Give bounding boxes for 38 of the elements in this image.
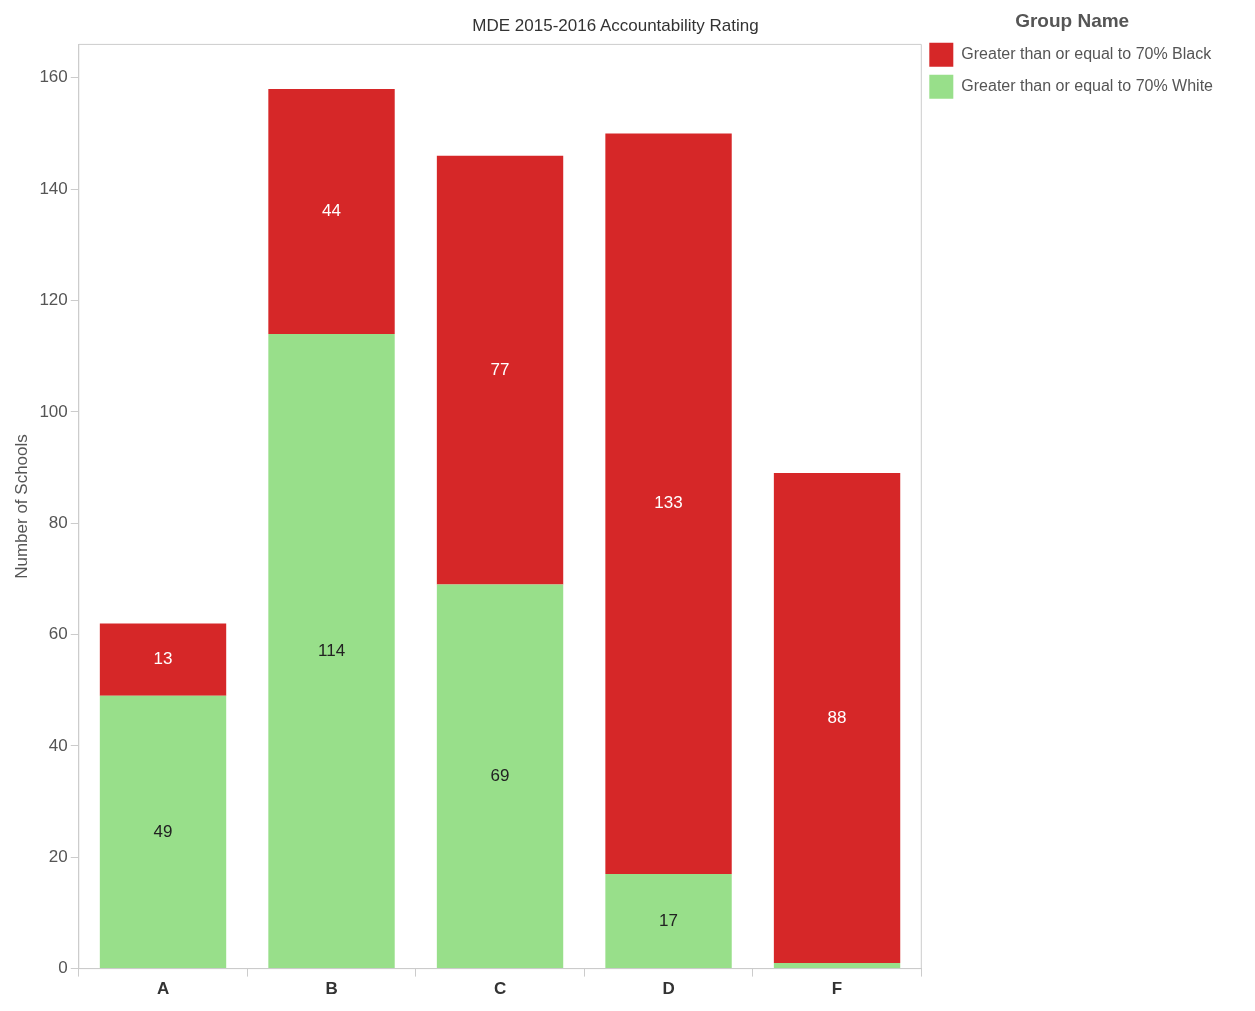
- bar: [773, 473, 901, 964]
- bar: [436, 155, 564, 585]
- data-label: 69: [490, 765, 510, 785]
- bar: [99, 623, 227, 696]
- legend-label: Greater than or equal to 70% White: [961, 77, 1214, 95]
- y-tick-label: 60: [48, 624, 68, 644]
- legend-label: Greater than or equal to 70% Black: [961, 45, 1213, 63]
- x-tick-label: D: [662, 979, 675, 999]
- chart-title: MDE 2015-2016 Accountability Rating: [472, 15, 759, 35]
- y-tick-label: 20: [48, 846, 68, 866]
- bar: [268, 333, 395, 969]
- legend-title: Group Name: [1015, 9, 1130, 31]
- bar: [99, 695, 227, 969]
- y-tick-label: 80: [48, 512, 68, 532]
- y-tick-label: 160: [39, 67, 68, 87]
- bar: [773, 963, 901, 969]
- data-label: 44: [322, 201, 341, 221]
- y-tick-label: 40: [48, 735, 68, 755]
- bar: [436, 584, 564, 969]
- data-label: 88: [827, 707, 847, 727]
- y-tick-label: 120: [39, 290, 68, 310]
- y-tick-label: 0: [58, 958, 68, 978]
- bar: [605, 133, 732, 874]
- x-tick-label: F: [831, 979, 843, 999]
- data-label: 49: [153, 821, 173, 841]
- y-tick-label: 140: [39, 178, 68, 198]
- data-label: 17: [659, 910, 678, 930]
- data-label: 133: [654, 493, 683, 513]
- data-label: 13: [153, 649, 173, 669]
- bar: [268, 88, 395, 334]
- data-label: 77: [490, 359, 510, 379]
- y-tick-label: 100: [39, 401, 68, 421]
- x-tick-label: B: [325, 979, 338, 999]
- data-label: 114: [317, 640, 346, 660]
- y-axis-title: Number of Schools: [11, 434, 31, 579]
- x-tick-label: A: [156, 979, 170, 999]
- x-tick-label: C: [493, 979, 507, 999]
- bar: [605, 873, 732, 969]
